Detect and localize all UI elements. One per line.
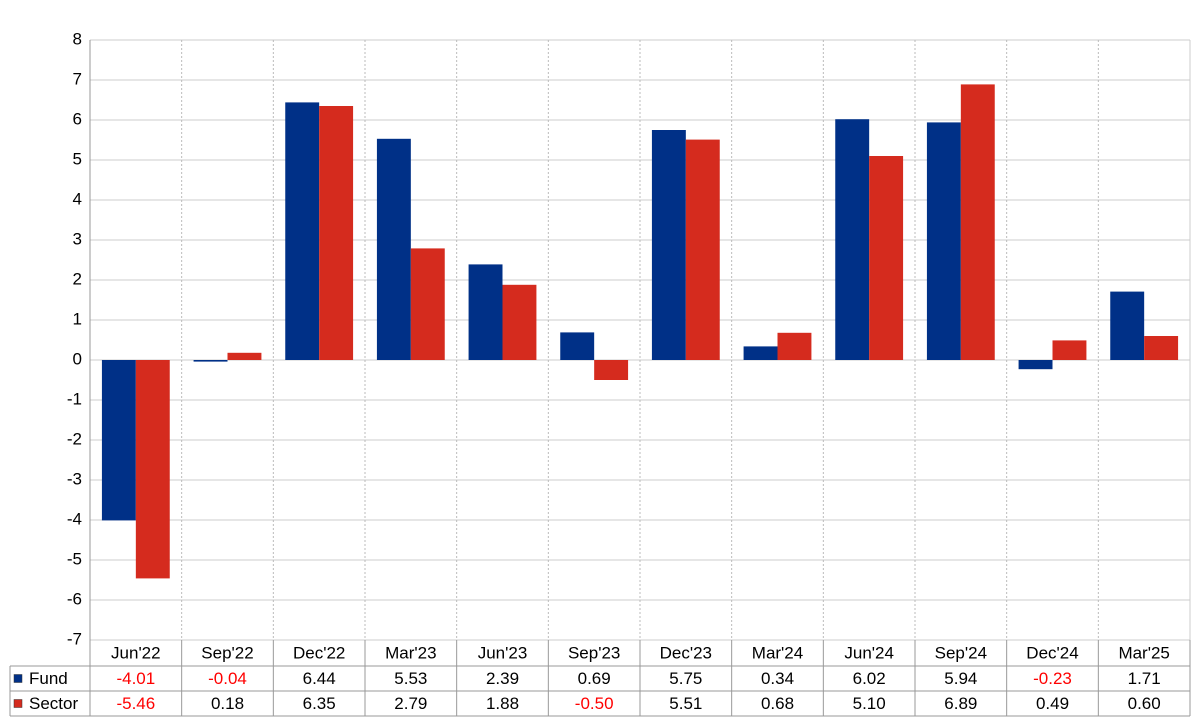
y-tick-label: 8	[73, 29, 82, 48]
table-value: 0.34	[761, 669, 794, 688]
table-value: 5.94	[944, 669, 977, 688]
y-tick-label: -3	[67, 469, 82, 488]
y-tick-label: 6	[73, 109, 82, 128]
table-value: 6.44	[303, 669, 336, 688]
x-tick-label: Sep'22	[201, 643, 253, 662]
y-tick-label: -1	[67, 389, 82, 408]
y-tick-label: -6	[67, 589, 82, 608]
bar	[410, 248, 445, 360]
bar	[193, 360, 228, 362]
x-tick-label: Jun'24	[844, 643, 894, 662]
table-value: 2.39	[486, 669, 519, 688]
x-tick-label: Dec'22	[293, 643, 345, 662]
bar	[960, 84, 995, 361]
y-tick-label: 2	[73, 269, 82, 288]
bar	[1110, 291, 1145, 360]
table-value: 1.88	[486, 694, 519, 713]
bar	[685, 139, 720, 360]
table-value: 0.60	[1128, 694, 1161, 713]
table-value: 6.89	[944, 694, 977, 713]
table-value: 5.53	[394, 669, 427, 688]
y-tick-label: 5	[73, 149, 82, 168]
bar	[560, 332, 595, 360]
legend-swatch	[13, 674, 23, 683]
y-tick-label: -2	[67, 429, 82, 448]
bar	[285, 102, 320, 361]
x-tick-label: Mar'24	[752, 643, 803, 662]
bar	[651, 130, 686, 360]
y-tick-label: 3	[73, 229, 82, 248]
table-value: 6.35	[303, 694, 336, 713]
x-tick-label: Dec'24	[1026, 643, 1078, 662]
y-tick-label: -7	[67, 629, 82, 648]
bar	[594, 360, 629, 380]
table-value: 2.79	[394, 694, 427, 713]
x-tick-label: Sep'24	[935, 643, 987, 662]
bar	[227, 352, 262, 360]
bar	[743, 346, 778, 360]
legend-swatch	[13, 699, 23, 708]
table-value: -0.50	[575, 694, 614, 713]
y-tick-label: 7	[73, 69, 82, 88]
bar	[1052, 340, 1087, 360]
legend-label: Fund	[29, 669, 68, 688]
table-value: 6.02	[853, 669, 886, 688]
y-tick-label: 1	[73, 309, 82, 328]
table-value: 5.75	[669, 669, 702, 688]
x-tick-label: Sep'23	[568, 643, 620, 662]
table-value: 0.49	[1036, 694, 1069, 713]
table-value: -0.04	[208, 669, 247, 688]
bar	[1144, 336, 1179, 360]
table-value: 5.51	[669, 694, 702, 713]
y-tick-label: -4	[67, 509, 82, 528]
x-tick-label: Jun'22	[111, 643, 161, 662]
bar	[468, 264, 503, 360]
table-value: -5.46	[116, 694, 155, 713]
bar	[502, 284, 537, 360]
bar	[835, 119, 870, 360]
x-tick-label: Mar'25	[1118, 643, 1169, 662]
bar	[869, 156, 904, 360]
x-tick-label: Jun'23	[478, 643, 528, 662]
bar	[101, 360, 136, 521]
y-tick-label: 0	[73, 349, 82, 368]
table-value: 0.68	[761, 694, 794, 713]
legend-label: Sector	[29, 694, 78, 713]
y-tick-label: -5	[67, 549, 82, 568]
bar	[319, 106, 354, 360]
table-value: -4.01	[116, 669, 155, 688]
bar	[926, 122, 961, 361]
bar	[135, 360, 170, 579]
bar	[1018, 360, 1053, 370]
bar	[777, 332, 812, 360]
table-value: 5.10	[853, 694, 886, 713]
table-value: 0.18	[211, 694, 244, 713]
table-value: 0.69	[578, 669, 611, 688]
x-tick-label: Mar'23	[385, 643, 436, 662]
x-tick-label: Dec'23	[660, 643, 712, 662]
table-value: -0.23	[1033, 669, 1072, 688]
table-value: 1.71	[1128, 669, 1161, 688]
y-tick-label: 4	[73, 189, 82, 208]
bar	[376, 138, 411, 360]
